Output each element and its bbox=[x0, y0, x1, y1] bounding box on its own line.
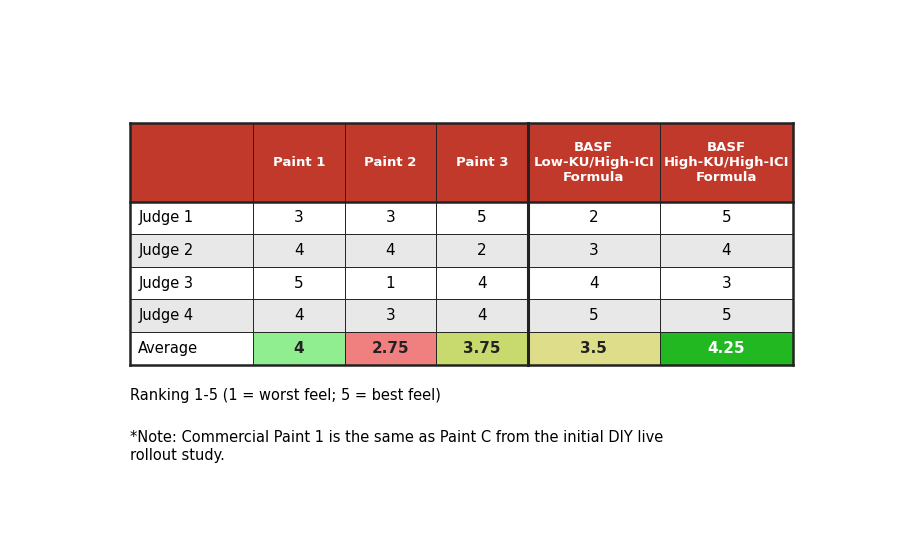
Bar bbox=[527, 332, 660, 365]
Text: 4: 4 bbox=[385, 243, 395, 258]
Bar bbox=[253, 234, 345, 267]
Bar bbox=[253, 123, 345, 201]
Text: 4: 4 bbox=[589, 276, 598, 290]
Text: Paint 1: Paint 1 bbox=[273, 156, 325, 169]
Bar bbox=[436, 332, 527, 365]
Bar bbox=[527, 201, 660, 234]
Text: 4: 4 bbox=[477, 308, 487, 323]
Text: 4: 4 bbox=[477, 276, 487, 290]
Text: *Note: Commercial Paint 1 is the same as Paint C from the initial DIY live
rollo: *Note: Commercial Paint 1 is the same as… bbox=[130, 430, 663, 463]
Text: 3.75: 3.75 bbox=[464, 341, 500, 356]
Bar bbox=[527, 234, 660, 267]
Text: 3: 3 bbox=[385, 308, 395, 323]
Text: 2.75: 2.75 bbox=[372, 341, 410, 356]
Text: 3.5: 3.5 bbox=[580, 341, 608, 356]
Text: 5: 5 bbox=[294, 276, 304, 290]
Bar bbox=[527, 299, 660, 332]
Bar bbox=[436, 201, 527, 234]
Bar bbox=[345, 267, 436, 299]
Text: 3: 3 bbox=[589, 243, 598, 258]
Bar bbox=[130, 299, 253, 332]
Text: 3: 3 bbox=[294, 210, 304, 225]
Bar bbox=[660, 201, 793, 234]
Text: 3: 3 bbox=[385, 210, 395, 225]
Bar bbox=[527, 123, 660, 201]
Text: 3: 3 bbox=[722, 276, 731, 290]
Bar bbox=[436, 123, 527, 201]
Bar bbox=[130, 201, 253, 234]
Text: 4: 4 bbox=[293, 341, 304, 356]
Text: Judge 1: Judge 1 bbox=[139, 210, 194, 225]
Bar bbox=[253, 332, 345, 365]
Text: 5: 5 bbox=[722, 308, 731, 323]
Bar bbox=[436, 234, 527, 267]
Bar bbox=[130, 267, 253, 299]
Text: Judge 4: Judge 4 bbox=[139, 308, 194, 323]
Text: Average: Average bbox=[139, 341, 198, 356]
Bar bbox=[130, 123, 253, 201]
Text: Ranking 1-5 (1 = worst feel; 5 = best feel): Ranking 1-5 (1 = worst feel; 5 = best fe… bbox=[130, 388, 441, 403]
Bar bbox=[253, 267, 345, 299]
Bar bbox=[660, 299, 793, 332]
Bar bbox=[130, 332, 253, 365]
Text: Paint 3: Paint 3 bbox=[455, 156, 508, 169]
Text: 2: 2 bbox=[589, 210, 598, 225]
Text: Paint 2: Paint 2 bbox=[364, 156, 417, 169]
Text: BASF
Low-KU/High-ICI
Formula: BASF Low-KU/High-ICI Formula bbox=[534, 141, 654, 184]
Text: 2: 2 bbox=[477, 243, 487, 258]
Bar bbox=[660, 332, 793, 365]
Bar bbox=[345, 201, 436, 234]
Bar bbox=[660, 123, 793, 201]
Bar bbox=[527, 267, 660, 299]
Bar bbox=[436, 299, 527, 332]
Text: Judge 2: Judge 2 bbox=[139, 243, 194, 258]
Text: 5: 5 bbox=[722, 210, 731, 225]
Text: 5: 5 bbox=[589, 308, 598, 323]
Bar bbox=[660, 267, 793, 299]
Bar bbox=[436, 267, 527, 299]
Text: 4: 4 bbox=[722, 243, 731, 258]
Text: 4: 4 bbox=[294, 243, 304, 258]
Bar bbox=[660, 234, 793, 267]
Bar bbox=[130, 234, 253, 267]
Text: 4: 4 bbox=[294, 308, 304, 323]
Bar bbox=[345, 299, 436, 332]
Bar bbox=[345, 234, 436, 267]
Text: 4.25: 4.25 bbox=[707, 341, 745, 356]
Text: 1: 1 bbox=[385, 276, 395, 290]
Bar bbox=[253, 299, 345, 332]
Bar bbox=[253, 201, 345, 234]
Text: Judge 3: Judge 3 bbox=[139, 276, 194, 290]
Text: 5: 5 bbox=[477, 210, 487, 225]
Text: BASF
High-KU/High-ICI
Formula: BASF High-KU/High-ICI Formula bbox=[663, 141, 789, 184]
Bar bbox=[345, 332, 436, 365]
Bar bbox=[345, 123, 436, 201]
